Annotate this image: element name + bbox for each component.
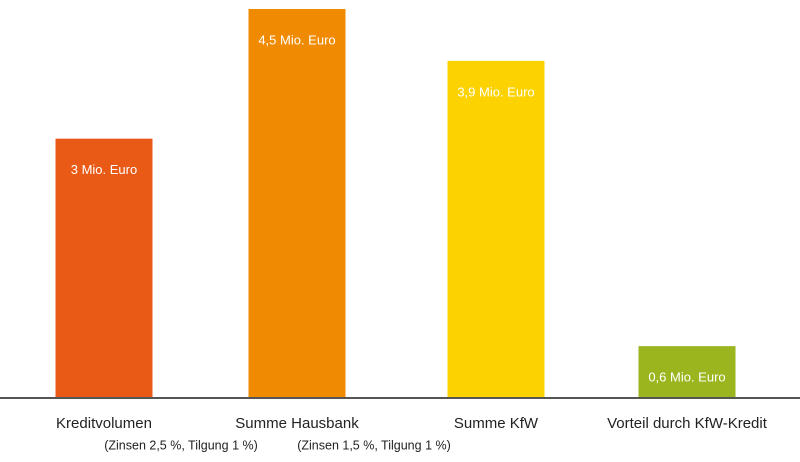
category-note: (Zinsen 2,5 %, Tilgung 1 %) bbox=[104, 438, 258, 452]
value-label: 4,5 Mio. Euro bbox=[258, 32, 335, 47]
bar bbox=[447, 60, 545, 398]
bar bbox=[55, 138, 153, 398]
bar bbox=[638, 346, 736, 398]
x-tick-label: Vorteil durch KfW-Kredit bbox=[607, 415, 768, 432]
value-label: 0,6 Mio. Euro bbox=[648, 370, 725, 385]
category-note: (Zinsen 1,5 %, Tilgung 1 %) bbox=[297, 438, 451, 452]
x-tick-label: Summe Hausbank bbox=[235, 415, 359, 432]
x-tick-label: Kreditvolumen bbox=[56, 415, 152, 432]
bar bbox=[248, 9, 346, 398]
x-tick-label: Summe KfW bbox=[454, 415, 539, 432]
value-label: 3 Mio. Euro bbox=[71, 162, 137, 177]
value-label: 3,9 Mio. Euro bbox=[457, 84, 534, 99]
